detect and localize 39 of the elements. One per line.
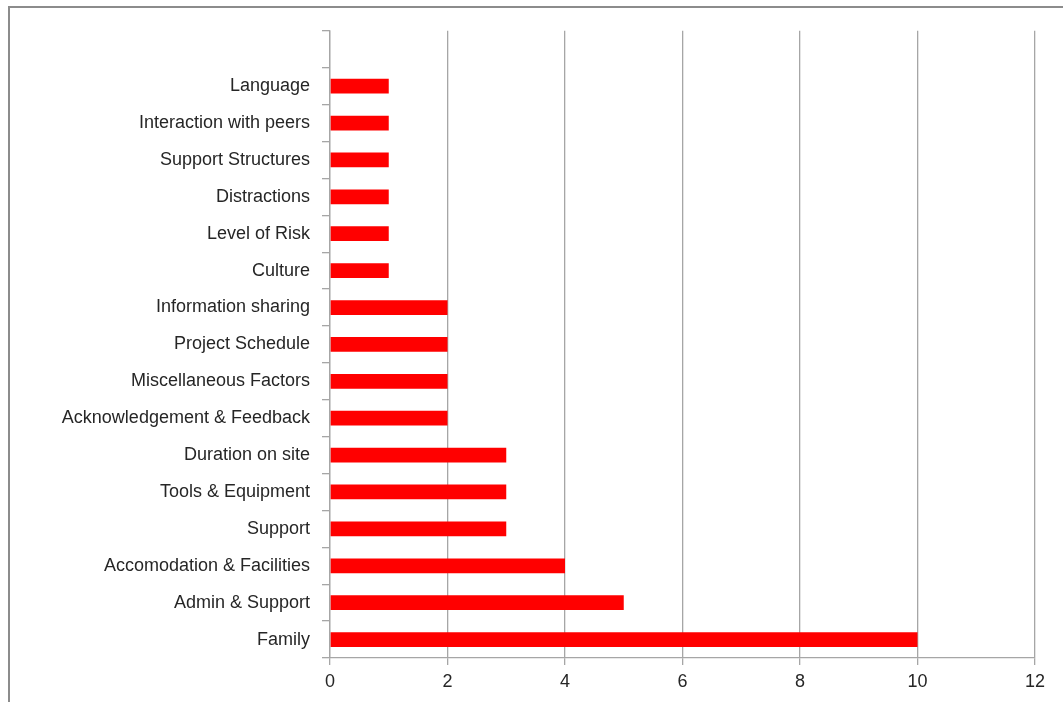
bar	[330, 115, 389, 131]
y-tick-label: Support Structures	[159, 148, 310, 169]
x-tick-label: 4	[559, 670, 571, 691]
x-tick-label: 2	[442, 670, 453, 691]
bar	[330, 484, 507, 500]
bar	[330, 263, 389, 278]
bar	[330, 558, 565, 574]
x-tick-label: 10	[907, 670, 928, 691]
y-tick-label: Miscellaneous Factors	[130, 370, 310, 391]
bar	[330, 300, 448, 315]
y-tick-label: Admin & Support	[173, 591, 310, 612]
bar	[330, 78, 389, 94]
bar	[330, 595, 624, 611]
y-tick-label: Distractions	[215, 185, 310, 206]
y-tick-label: Culture	[251, 259, 310, 280]
x-tick-label: 6	[677, 670, 688, 691]
bar	[330, 152, 389, 168]
bar	[330, 410, 448, 426]
x-tick-label: 8	[794, 670, 806, 691]
y-tick-label: Duration on site	[183, 444, 310, 465]
y-tick-label: Accomodation & Facilities	[103, 554, 310, 575]
bar	[330, 226, 389, 242]
y-tick-label: Support	[246, 517, 310, 538]
bar	[330, 447, 507, 463]
y-tick-label: Interaction with peers	[138, 112, 310, 132]
y-tick-label: Project Schedule	[173, 333, 310, 354]
y-tick-label: Acknowledgement & Feedback	[61, 407, 311, 428]
x-tick-label: 12	[1024, 670, 1046, 691]
bar	[330, 337, 448, 352]
y-tick-label: Tools & Equipment	[159, 480, 310, 501]
y-tick-label: Language	[229, 75, 310, 96]
bar	[330, 521, 507, 537]
bar	[330, 632, 918, 647]
x-tick-label: 0	[324, 670, 336, 691]
bar	[330, 189, 389, 205]
bar	[330, 373, 448, 389]
y-tick-label: Family	[257, 628, 310, 649]
y-tick-label: Information sharing	[155, 296, 310, 317]
y-tick-label: Level of Risk	[206, 222, 311, 243]
